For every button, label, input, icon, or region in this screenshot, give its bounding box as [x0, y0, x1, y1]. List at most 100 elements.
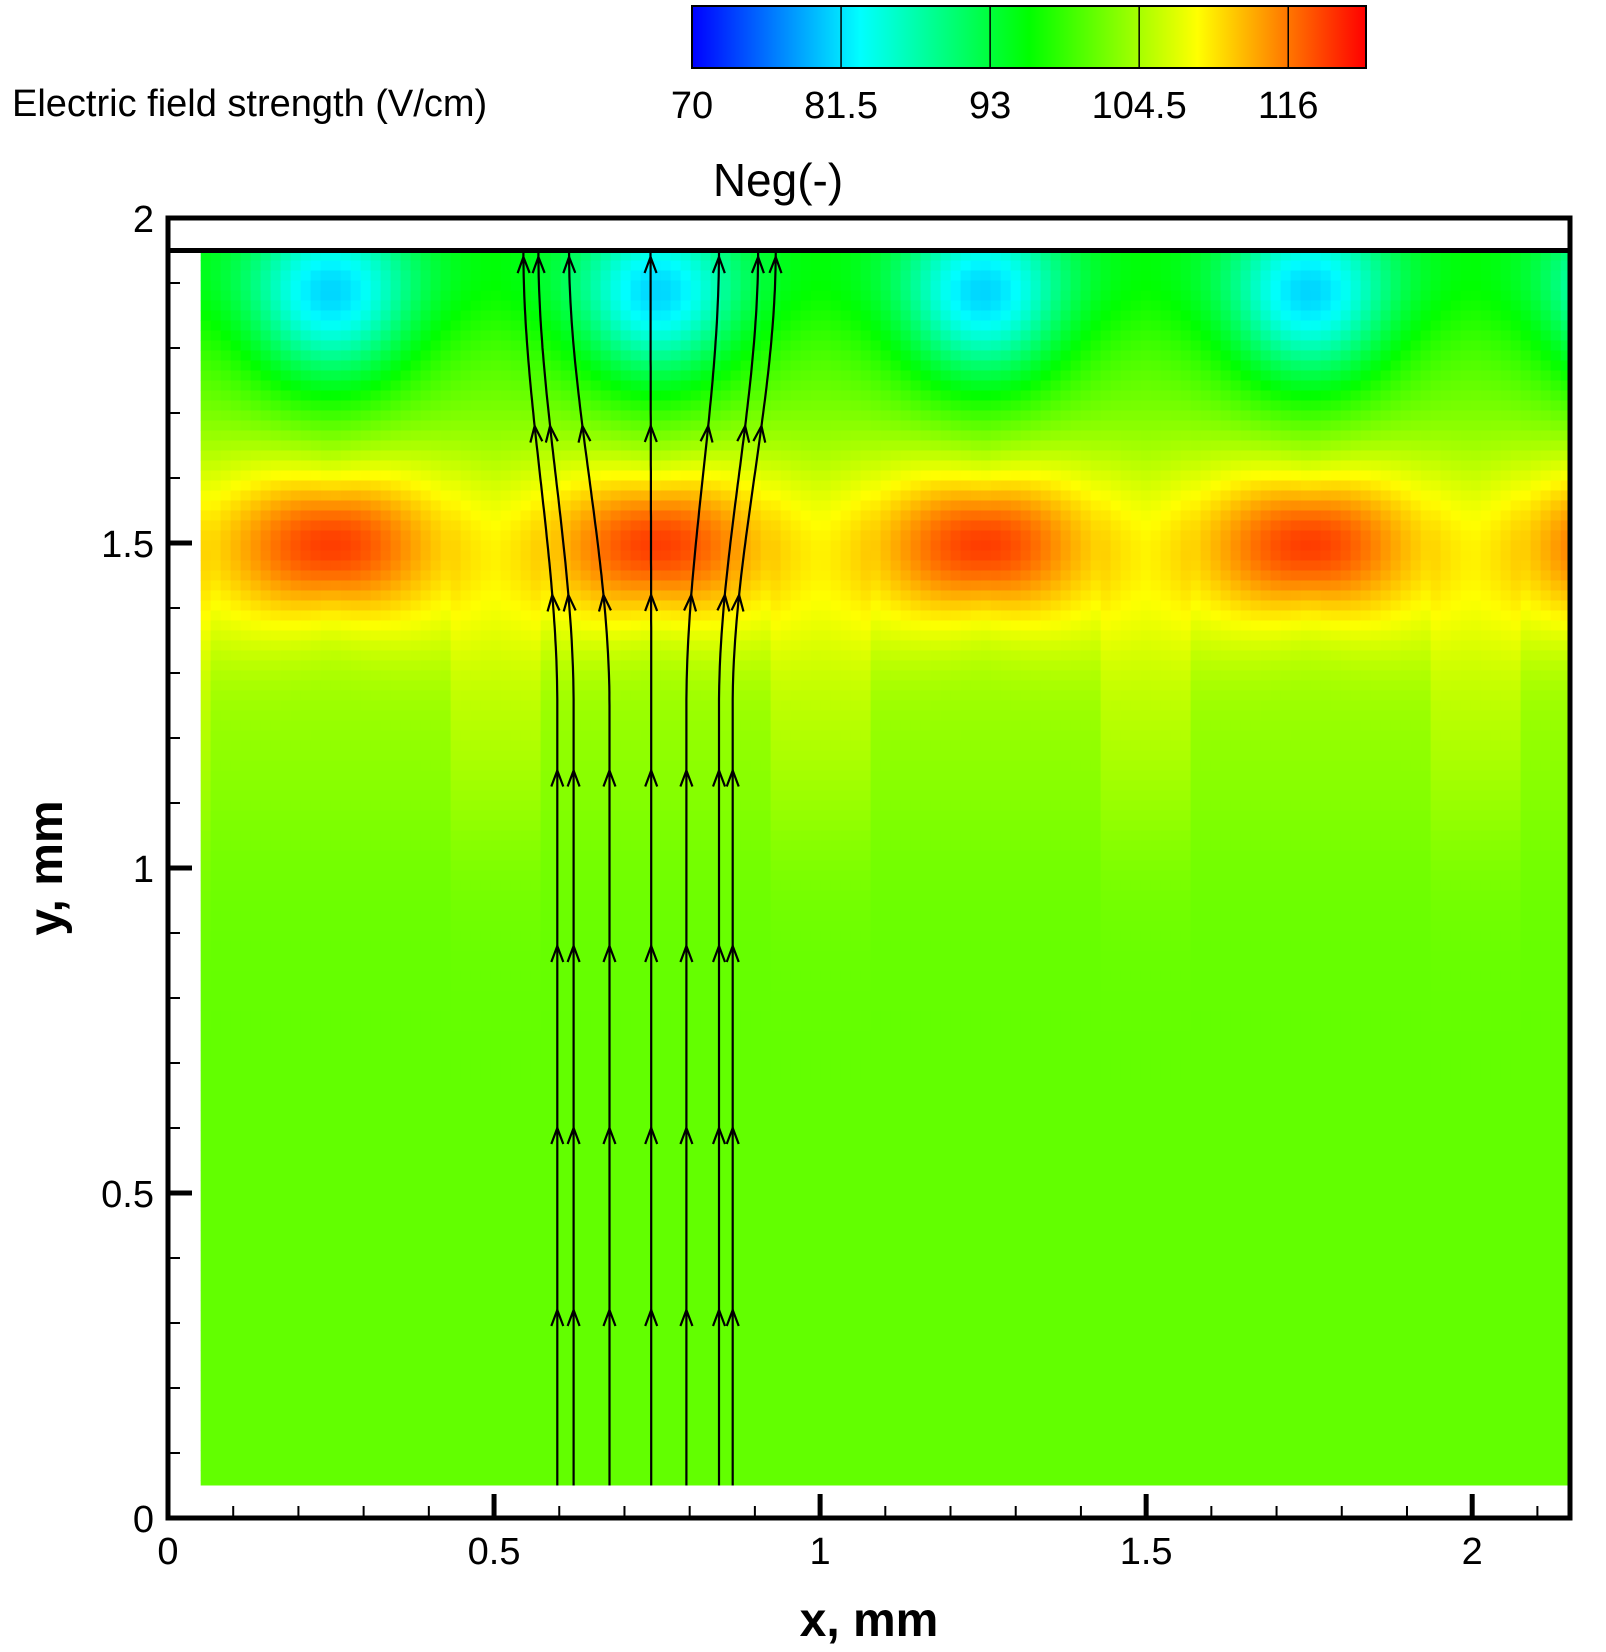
heatmap-cell	[640, 500, 652, 512]
heatmap-cell	[730, 580, 742, 592]
heatmap-field	[200, 250, 1571, 1486]
heatmap-cell	[1390, 570, 1402, 582]
heatmap-cell	[560, 390, 572, 402]
heatmap-cell	[1360, 520, 1372, 532]
heatmap-cell	[720, 530, 732, 542]
heatmap-cell	[1480, 480, 1492, 492]
heatmap-cell	[780, 400, 792, 412]
heatmap-cell	[800, 530, 812, 542]
heatmap-cell	[1310, 510, 1322, 522]
heatmap-cell	[490, 580, 502, 592]
heatmap-cell	[1560, 480, 1571, 492]
heatmap-cell	[1210, 530, 1222, 542]
heatmap-cell	[410, 280, 422, 292]
heatmap-cell	[510, 520, 522, 532]
heatmap-cell	[1040, 490, 1052, 502]
heatmap-cell	[580, 430, 592, 442]
heatmap-cell	[1530, 550, 1542, 562]
heatmap-cell	[600, 280, 612, 292]
heatmap-cell	[240, 380, 252, 392]
heatmap-cell	[1040, 520, 1052, 532]
heatmap-cell	[1520, 330, 1532, 342]
heatmap-cell	[840, 260, 852, 272]
heatmap-cell	[820, 490, 832, 502]
heatmap-cell	[350, 420, 362, 432]
heatmap-cell	[770, 430, 782, 442]
heatmap-cell	[1220, 250, 1232, 262]
heatmap-cell	[290, 520, 302, 532]
heatmap-cell	[540, 350, 552, 362]
heatmap-cell	[810, 530, 822, 542]
heatmap-cell	[870, 530, 882, 542]
heatmap-cell	[1160, 600, 1172, 612]
heatmap-cell	[740, 340, 752, 352]
heatmap-cell	[1320, 300, 1332, 312]
heatmap-cell	[270, 560, 282, 572]
heatmap-cell	[280, 430, 292, 442]
heatmap-cell	[1450, 470, 1462, 482]
heatmap-cell	[1290, 430, 1302, 442]
heatmap-cell	[1360, 260, 1372, 272]
heatmap-cell	[1010, 260, 1022, 272]
heatmap-cell	[650, 350, 662, 362]
heatmap-cell	[800, 330, 812, 342]
heatmap-cell	[540, 410, 552, 422]
heatmap-cell	[470, 330, 482, 342]
heatmap-cell	[310, 370, 322, 382]
heatmap-cell	[900, 480, 912, 492]
heatmap-cell	[810, 400, 822, 412]
heatmap-cell	[360, 390, 372, 402]
heatmap-cell	[600, 600, 612, 612]
heatmap-cell	[270, 470, 282, 482]
heatmap-cell	[1530, 340, 1542, 352]
heatmap-cell	[460, 460, 472, 472]
heatmap-cell	[870, 560, 882, 572]
heatmap-cell	[1280, 480, 1292, 492]
heatmap-cell	[1170, 260, 1182, 272]
heatmap-cell	[1260, 400, 1272, 412]
heatmap-cell	[1500, 570, 1512, 582]
heatmap-cell	[280, 310, 292, 322]
heatmap-cell	[320, 320, 332, 332]
heatmap-cell	[450, 470, 462, 482]
heatmap-cell	[820, 410, 832, 422]
heatmap-cell	[1410, 540, 1422, 552]
heatmap-cell	[1520, 410, 1532, 422]
heatmap-cell	[1210, 340, 1222, 352]
heatmap-cell	[520, 490, 532, 502]
heatmap-cell	[460, 370, 472, 382]
heatmap-cell	[600, 340, 612, 352]
heatmap-cell	[940, 570, 952, 582]
heatmap-cell	[870, 590, 882, 602]
heatmap-cell	[400, 250, 412, 262]
heatmap-cell	[660, 480, 672, 492]
heatmap-cell	[760, 270, 772, 282]
heatmap-cell	[980, 290, 992, 302]
heatmap-cell	[1220, 390, 1232, 402]
heatmap-cell	[1510, 360, 1522, 372]
heatmap-cell	[1470, 390, 1482, 402]
heatmap-cell	[390, 440, 402, 452]
heatmap-cell	[1030, 460, 1042, 472]
heatmap-cell	[1460, 590, 1472, 602]
heatmap-cell	[450, 270, 462, 282]
heatmap-cell	[270, 450, 282, 462]
heatmap-cell	[490, 520, 502, 532]
heatmap-cell	[210, 450, 222, 462]
heatmap-cell	[330, 280, 342, 292]
heatmap-cell	[720, 440, 732, 452]
heatmap-cell	[1360, 540, 1372, 552]
heatmap-cell	[1370, 490, 1382, 502]
heatmap-cell	[320, 570, 332, 582]
heatmap-cell	[930, 600, 942, 612]
heatmap-cell	[760, 370, 772, 382]
heatmap-cell	[750, 290, 762, 302]
heatmap-cell	[590, 290, 602, 302]
heatmap-cell	[1170, 490, 1182, 502]
heatmap-cell	[1550, 290, 1562, 302]
heatmap-cell	[1160, 580, 1172, 592]
heatmap-cell	[330, 330, 342, 342]
heatmap-cell	[790, 470, 802, 482]
heatmap-cell	[970, 290, 982, 302]
heatmap-cell	[990, 300, 1002, 312]
